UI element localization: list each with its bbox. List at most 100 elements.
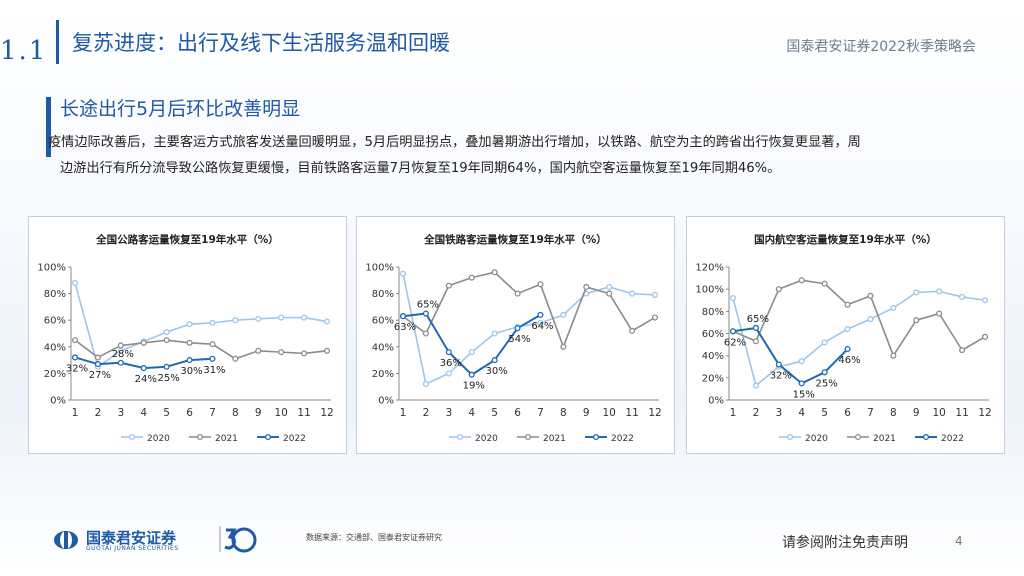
- x-tick-label: 8: [890, 407, 897, 419]
- legend-marker-2021: [196, 433, 204, 441]
- data-point-2020: [844, 326, 851, 333]
- data-point-2021: [514, 290, 521, 297]
- data-point-2021: [537, 281, 544, 288]
- legend-label-2021: 2021: [543, 434, 566, 444]
- y-tick-label: 40%: [44, 342, 66, 353]
- y-tick-label: 100%: [37, 263, 66, 274]
- data-point-2020: [890, 304, 897, 312]
- disclaimer-text: 请参阅附注免责声明: [782, 535, 908, 551]
- data-point-2020: [255, 315, 262, 322]
- data-point-2020: [71, 279, 79, 287]
- anniversary-30-icon: [219, 526, 257, 553]
- data-point-2020: [209, 319, 216, 326]
- data-point-2022: [491, 357, 498, 364]
- body-line-2: 边游出行有所分流导致公路恢复更缓慢，目前铁路客运量7月恢复至19年同期64%，国…: [60, 161, 781, 176]
- x-tick-label: 9: [255, 407, 262, 419]
- data-point-2022: [163, 363, 170, 370]
- data-point-2021: [775, 286, 782, 293]
- data-point-2020: [606, 283, 613, 290]
- data-point-2021: [163, 337, 170, 344]
- data-point-2021: [629, 327, 636, 334]
- data-point-2020: [232, 317, 239, 324]
- chart-panel-aviation: 国内航空客运量恢复至19年水平（%） 0% 20% 40% 60% 80% 100% 120%…: [686, 216, 1005, 454]
- x-tick-label: 3: [445, 407, 452, 419]
- data-label: 36%: [440, 358, 462, 369]
- legend-marker-2020: [456, 433, 464, 441]
- data-point-2022: [94, 361, 101, 368]
- x-tick-label: 5: [491, 407, 498, 419]
- data-point-2022: [729, 328, 737, 335]
- x-tick-label: 2: [753, 407, 760, 419]
- data-point-2021: [936, 310, 943, 317]
- data-label: 19%: [463, 381, 485, 392]
- line-chart-1: 全国铁路客运量恢复至19年水平（%）0%20%40%60%80%100%1 2 3 4…: [365, 233, 661, 444]
- data-point-2021: [94, 354, 101, 361]
- data-point-2022: [514, 325, 521, 332]
- data-point-2022: [537, 311, 544, 318]
- data-label: 15%: [793, 389, 815, 400]
- y-tick-label: 0%: [708, 396, 724, 407]
- legend-label-2022: 2022: [283, 434, 306, 444]
- legend-marker-2020: [128, 433, 136, 441]
- data-label: 28%: [112, 349, 134, 360]
- y-tick-label: 80%: [372, 289, 394, 300]
- data-point-2021: [445, 282, 452, 289]
- data-point-2022: [752, 324, 759, 332]
- data-point-2021: [583, 283, 590, 290]
- data-point-2021: [798, 277, 805, 284]
- data-point-2021: [651, 314, 659, 321]
- data-point-2022: [844, 345, 851, 353]
- logo-mark-icon: [54, 531, 78, 549]
- x-tick-label: 7: [867, 407, 874, 419]
- x-tick-label: 7: [209, 407, 216, 419]
- data-point-2020: [301, 314, 308, 321]
- legend-marker-2020: [786, 433, 794, 441]
- data-point-2021: [186, 339, 193, 346]
- data-point-2020: [729, 294, 737, 302]
- data-point-2022: [775, 361, 782, 368]
- data-point-2022: [422, 310, 429, 317]
- data-point-2020: [821, 339, 828, 346]
- data-point-2021: [821, 280, 828, 287]
- x-tick-label: 7: [537, 407, 544, 419]
- data-point-2020: [560, 311, 567, 318]
- body-line-1: 疫情边际改善后，主要客运方式旅客发送量回暖明显，5月后明显拐点，叠加暑期游出行增…: [48, 135, 861, 150]
- x-tick-label: 4: [798, 407, 805, 419]
- data-point-2021: [913, 317, 920, 324]
- data-point-2020: [959, 293, 966, 300]
- data-point-2020: [752, 382, 759, 389]
- logo-text-cn: 国泰君安证券: [86, 529, 177, 547]
- x-tick-label: 6: [514, 407, 521, 419]
- series-line-2022: [732, 326, 849, 385]
- x-tick-label: 4: [468, 407, 475, 419]
- data-label: 32%: [770, 371, 792, 382]
- x-tick-label: 12: [648, 407, 661, 419]
- data-label: 32%: [66, 363, 88, 374]
- data-label: 65%: [747, 314, 769, 325]
- series-line-2020: [732, 290, 986, 387]
- data-point-2020: [798, 358, 805, 365]
- data-point-2021: [209, 341, 216, 348]
- x-tick-label: 10: [602, 407, 615, 419]
- data-source: 数据来源：交通部、国泰君安证券研究: [306, 533, 442, 542]
- legend-label-2020: 2020: [475, 434, 498, 444]
- data-point-2020: [491, 330, 498, 337]
- data-label: 25%: [816, 378, 838, 389]
- data-point-2020: [399, 270, 407, 277]
- data-point-2020: [468, 349, 475, 356]
- company-logo: 国泰君安证券 GUOTAI JUNAN SECURITIES: [52, 526, 232, 556]
- data-point-2021: [232, 355, 239, 362]
- line-chart-0: 全国公路客运量恢复至19年水平（%）0%20%40%60%80%100%1 2 3 4…: [37, 233, 333, 444]
- x-tick-label: 1: [72, 407, 79, 419]
- x-tick-label: 8: [232, 407, 239, 419]
- data-point-2021: [491, 269, 498, 276]
- data-point-2022: [186, 357, 193, 364]
- data-label: 30%: [486, 366, 508, 377]
- series-line-2021: [402, 271, 656, 348]
- page-title: 复苏进度：出行及线下生活服务温和回暖: [72, 31, 450, 55]
- x-tick-label: 10: [274, 407, 287, 419]
- data-point-2020: [629, 290, 636, 297]
- x-tick-label: 6: [844, 407, 851, 419]
- section-accent-bar: [46, 97, 51, 157]
- data-point-2021: [71, 337, 79, 344]
